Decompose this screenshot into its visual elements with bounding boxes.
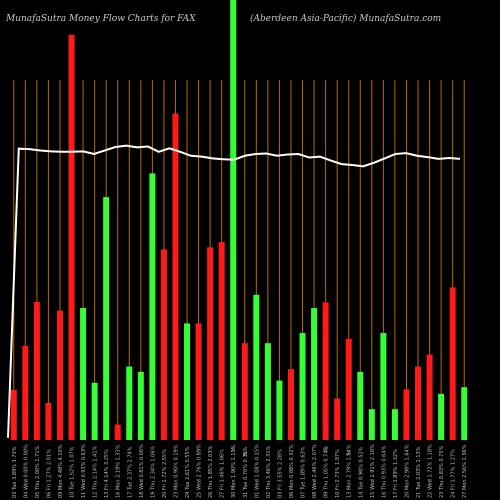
tick-label: 20 Fri 2.72% 2.55% — [162, 449, 168, 498]
chart-title: MunafaSutra Money Flow Charts for FAX — [6, 14, 196, 24]
bar — [461, 387, 468, 440]
tick-label: 13 Fri 4.14% 3.25% — [104, 449, 110, 498]
series-line — [7, 144, 461, 438]
tick-label: 22 Wed 1.72% 1.18% — [428, 444, 434, 498]
tick-label: 30 Mon 1.90% 1.13% — [231, 444, 237, 498]
marker-label: % — [231, 447, 237, 452]
tick-label: 14 Tue 0.98% 0.52% — [358, 446, 364, 498]
bar — [438, 393, 445, 440]
bar — [230, 0, 237, 440]
tick-label: 23 Thu 0.83% 0.75% — [439, 445, 445, 498]
bar — [80, 308, 87, 440]
tick-label: 27 Mon 2.56% 1.36% — [462, 444, 468, 498]
tick-label: 16 Mon 2.19% 1.33% — [116, 444, 122, 498]
bar — [22, 345, 29, 440]
bar — [311, 308, 318, 440]
bar — [449, 287, 456, 440]
tick-label: 09 Mon 4.48% 4.10% — [58, 444, 64, 498]
tick-label: 27 Fri 1.46% 1.06% — [220, 449, 226, 498]
bar — [160, 249, 167, 440]
marker-label: % — [347, 451, 353, 456]
bar — [207, 247, 214, 440]
tick-label: 21 Tue 2.03% 1.13% — [416, 446, 422, 498]
bar — [253, 294, 260, 440]
tick-label: 23 Mon 0.90% 0.19% — [173, 444, 179, 498]
bar — [149, 173, 156, 441]
bar — [287, 369, 294, 440]
bar — [368, 409, 375, 440]
bar — [345, 338, 352, 440]
bar — [264, 343, 271, 440]
tick-label: 10 Fri 2.73% 1.97% — [335, 449, 341, 498]
tick-label: 06 Fri 1.27% 2.01% — [46, 449, 52, 498]
bar — [114, 424, 121, 440]
tick-label: 24 Tue 2.61% 0.55% — [185, 446, 191, 498]
tick-label: 04 Wed 0.00% 0.00% — [23, 444, 29, 498]
bar — [56, 310, 63, 440]
bar — [391, 409, 398, 440]
tick-label: 15 Wed 2.91% 2.16% — [370, 444, 376, 498]
bar — [103, 197, 110, 440]
tick-label: 05 Thu 2.00% 1.71% — [35, 445, 41, 498]
bar — [10, 389, 17, 440]
bar — [68, 34, 75, 440]
tick-label: 12 Thu 2.14% 1.41% — [93, 445, 99, 498]
tick-label: 24 Fri 1.77% 1.27% — [451, 449, 457, 498]
bar — [172, 113, 179, 441]
tick-label: 19 Thu 2.34% 1.06% — [150, 445, 156, 498]
bar — [403, 389, 410, 440]
bar — [241, 343, 248, 440]
tick-label: 08 Wed 2.46% 2.07% — [312, 444, 318, 498]
tick-label: 09 Thu 1.05% 0.74% — [324, 445, 330, 498]
bar — [126, 366, 133, 440]
tick-label: 26 Thu 1.85% 2.03% — [208, 445, 214, 498]
tick-label: 20 Mon 2.98% 1.64% — [404, 444, 410, 498]
bar — [218, 242, 225, 440]
bar — [380, 333, 387, 440]
bar — [137, 371, 144, 440]
tick-label: 10 Tue 1.52% 1.07% — [70, 446, 76, 498]
bar — [45, 403, 52, 440]
tick-label: 03 Tue 3.89% 3.73% — [12, 446, 18, 498]
tick-label: 13 Mon 2.79% 1.54% — [347, 444, 353, 498]
tick-label: 06 Mon 0.88% 0.32% — [289, 444, 295, 498]
chart-subtitle: (Aberdeen Asia-Pacific) MunafaSutra.com — [250, 14, 442, 24]
bar — [357, 371, 364, 440]
tick-label: 17 Fri 1.89% 1.32% — [393, 449, 399, 498]
tick-label: 18 Wed 0.81% 0.06% — [139, 444, 145, 498]
tick-label: 17 Tue 2.37% 2.74% — [127, 446, 133, 498]
bar — [276, 380, 283, 440]
bar — [91, 382, 98, 440]
marker-label: % — [243, 451, 249, 456]
marker-label: % — [324, 447, 330, 452]
bar — [299, 333, 306, 440]
tick-label: 31 Tue 0.70% 0.36% — [243, 446, 249, 498]
bar — [184, 323, 191, 440]
bar — [195, 323, 202, 440]
tick-label: 11 Wed 0.93% 0.63% — [81, 444, 87, 498]
bar — [33, 301, 40, 440]
tick-label: 25 Wed 2.76% 0.89% — [197, 444, 203, 498]
bar — [415, 366, 422, 440]
tick-label: 07 Tue 1.89% 0.63% — [301, 446, 307, 498]
tick-label: 03 Fri 3.55% 2.28% — [277, 449, 283, 498]
tick-label: 01 Wed 1.08% 0.15% — [254, 444, 260, 498]
bar — [322, 302, 329, 440]
tick-label: 02 Thu 3.46% 2.31% — [266, 445, 272, 498]
tick-label: 16 Thu 0.93% 0.64% — [381, 445, 387, 498]
bar — [334, 398, 341, 440]
bar — [426, 354, 433, 440]
